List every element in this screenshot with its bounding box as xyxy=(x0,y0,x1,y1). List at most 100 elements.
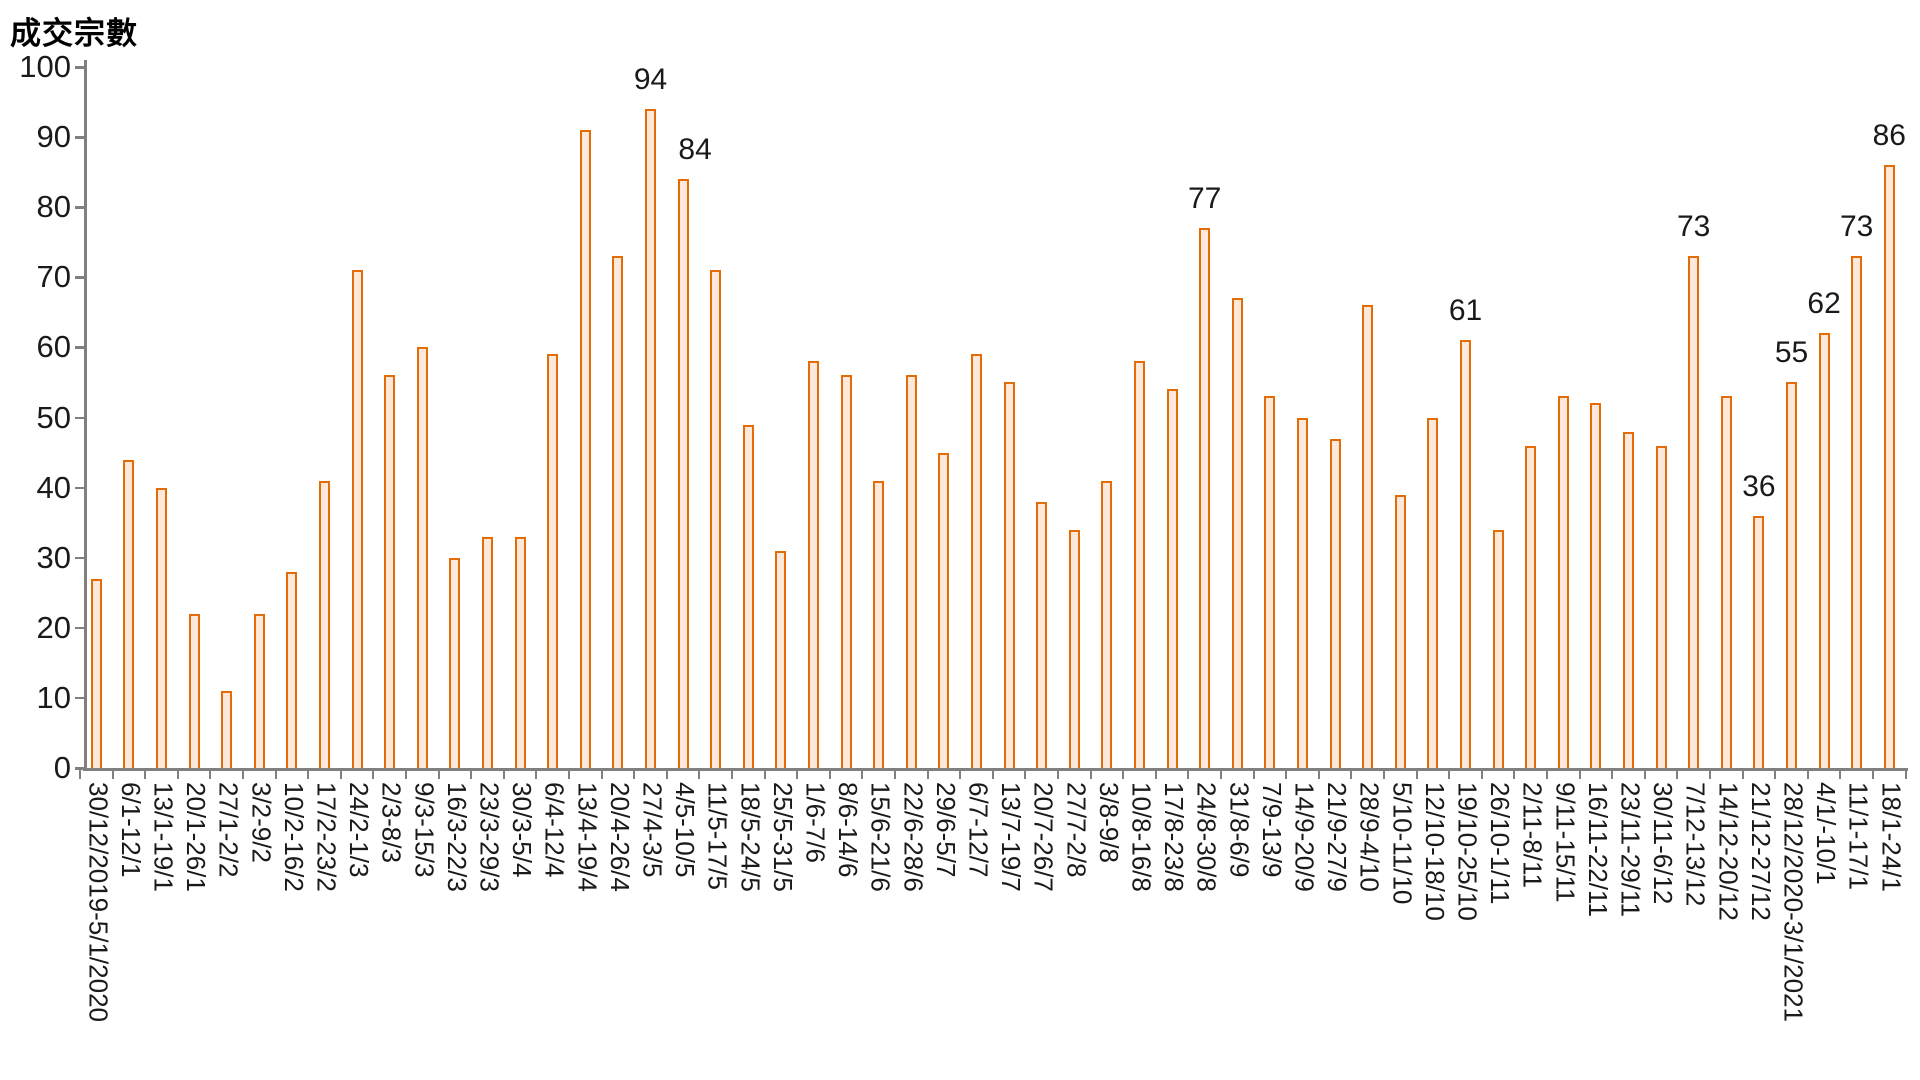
x-axis-tick xyxy=(1513,770,1516,779)
bar xyxy=(1394,494,1406,768)
y-axis-tick xyxy=(75,206,84,209)
x-axis-tick xyxy=(1415,770,1418,779)
bar xyxy=(1166,389,1178,768)
x-axis-label: 23/3-29/3 xyxy=(474,782,505,892)
x-axis-label: 6/7-12/7 xyxy=(963,782,994,878)
x-axis-label: 6/1-12/1 xyxy=(115,782,146,878)
bar xyxy=(1199,228,1211,768)
x-axis-tick xyxy=(991,770,994,779)
y-axis-tick xyxy=(75,556,84,560)
x-axis-label: 2/3-8/3 xyxy=(376,782,407,863)
bar xyxy=(416,347,428,768)
x-axis-label: 16/11-22/11 xyxy=(1582,782,1613,917)
x-axis-label: 8/6-14/6 xyxy=(833,782,864,878)
bar xyxy=(579,130,591,768)
bar-value-label: 77 xyxy=(1188,182,1222,216)
bar xyxy=(971,354,982,768)
bar xyxy=(384,375,396,768)
bar-value-label: 61 xyxy=(1448,294,1483,328)
x-axis-label: 31/8-6/9 xyxy=(1224,782,1255,878)
x-axis-label: 29/6-5/7 xyxy=(930,782,961,878)
x-axis-tick xyxy=(274,770,277,779)
bar xyxy=(482,536,493,768)
x-axis-tick xyxy=(1904,770,1907,779)
y-axis-tick xyxy=(75,486,84,490)
y-axis-tick-label: 20 xyxy=(36,609,71,645)
x-axis-tick xyxy=(600,770,603,779)
y-axis-tick-label: 10 xyxy=(36,679,71,715)
bar xyxy=(742,424,754,768)
x-axis-label: 27/1-2/2 xyxy=(213,782,244,878)
bar xyxy=(1851,256,1863,768)
x-axis-label: 7/9-13/9 xyxy=(1256,782,1287,878)
bar xyxy=(156,487,167,768)
bar-value-label: 84 xyxy=(678,133,712,167)
x-axis-tick xyxy=(665,770,668,779)
x-axis-label: 25/5-31/5 xyxy=(767,782,798,892)
bar xyxy=(514,536,526,768)
x-axis-tick xyxy=(1578,770,1581,779)
x-axis-tick xyxy=(731,770,733,779)
x-axis-label: 24/2-1/3 xyxy=(344,782,375,878)
y-axis-tick-label: 100 xyxy=(19,49,71,84)
x-axis-tick xyxy=(1611,770,1614,779)
x-axis-tick xyxy=(1643,770,1646,779)
y-axis-tick xyxy=(75,416,84,419)
x-axis-tick xyxy=(1676,770,1679,779)
x-axis-label: 12/10-18/10 xyxy=(1419,782,1450,921)
x-axis-tick xyxy=(1806,770,1809,779)
y-axis-tick-label: 40 xyxy=(36,469,71,505)
y-axis-tick-label: 0 xyxy=(53,750,71,785)
y-axis-tick xyxy=(75,136,84,139)
bar xyxy=(1818,333,1830,768)
bar xyxy=(612,256,624,768)
x-axis-label: 19/10-25/10 xyxy=(1452,782,1483,921)
bar xyxy=(123,459,135,768)
x-axis-label: 21/12-27/12 xyxy=(1745,782,1776,921)
bar-value-label: 73 xyxy=(1677,210,1711,244)
x-axis-tick xyxy=(535,770,538,779)
bar xyxy=(1134,361,1145,768)
bar xyxy=(1883,165,1895,768)
bar xyxy=(938,452,950,768)
y-axis-tick-label: 90 xyxy=(36,119,71,155)
x-axis-tick xyxy=(1220,770,1222,779)
x-axis-tick xyxy=(959,770,962,779)
x-axis-tick xyxy=(1122,770,1125,779)
bar xyxy=(840,375,852,768)
x-axis-label: 3/8-9/8 xyxy=(1093,782,1124,863)
x-axis-label: 21/9-27/9 xyxy=(1322,782,1353,892)
x-axis-label: 27/7-2/8 xyxy=(1061,782,1092,878)
x-axis-tick xyxy=(698,770,701,779)
x-axis-tick xyxy=(1024,770,1027,779)
y-axis-tick-label: 80 xyxy=(36,189,71,225)
x-axis-label: 28/12/2020-3/1/2021 xyxy=(1778,782,1809,1022)
x-axis-tick xyxy=(828,770,831,779)
x-axis-label: 16/3-22/3 xyxy=(441,782,472,892)
x-axis-tick xyxy=(568,770,570,779)
bar xyxy=(1720,396,1732,768)
bar xyxy=(221,690,233,768)
x-axis-label: 14/9-20/9 xyxy=(1289,782,1320,892)
x-axis-label: 5/10-11/10 xyxy=(1387,782,1418,905)
x-axis-tick xyxy=(1057,770,1059,779)
x-axis-label: 10/2-16/2 xyxy=(278,782,309,892)
bar xyxy=(645,109,656,768)
x-axis-tick xyxy=(339,770,342,779)
x-axis-tick xyxy=(1709,770,1711,779)
bar-value-label: 62 xyxy=(1807,287,1841,321)
x-axis-label: 3/2-9/2 xyxy=(246,782,277,863)
x-axis-tick xyxy=(79,770,81,779)
x-axis-tick xyxy=(1774,770,1777,779)
x-axis-label: 15/6-21/6 xyxy=(865,782,896,892)
x-axis-tick xyxy=(437,770,440,779)
bar xyxy=(286,571,298,768)
bar xyxy=(710,270,722,768)
x-axis-label: 9/11-15/11 xyxy=(1550,782,1581,903)
x-axis-label: 20/1-26/1 xyxy=(181,782,212,892)
x-axis-label: 26/10-1/11 xyxy=(1485,782,1516,905)
bar-value-label: 86 xyxy=(1872,119,1906,153)
y-axis-tick xyxy=(75,767,84,770)
bar xyxy=(449,557,461,768)
